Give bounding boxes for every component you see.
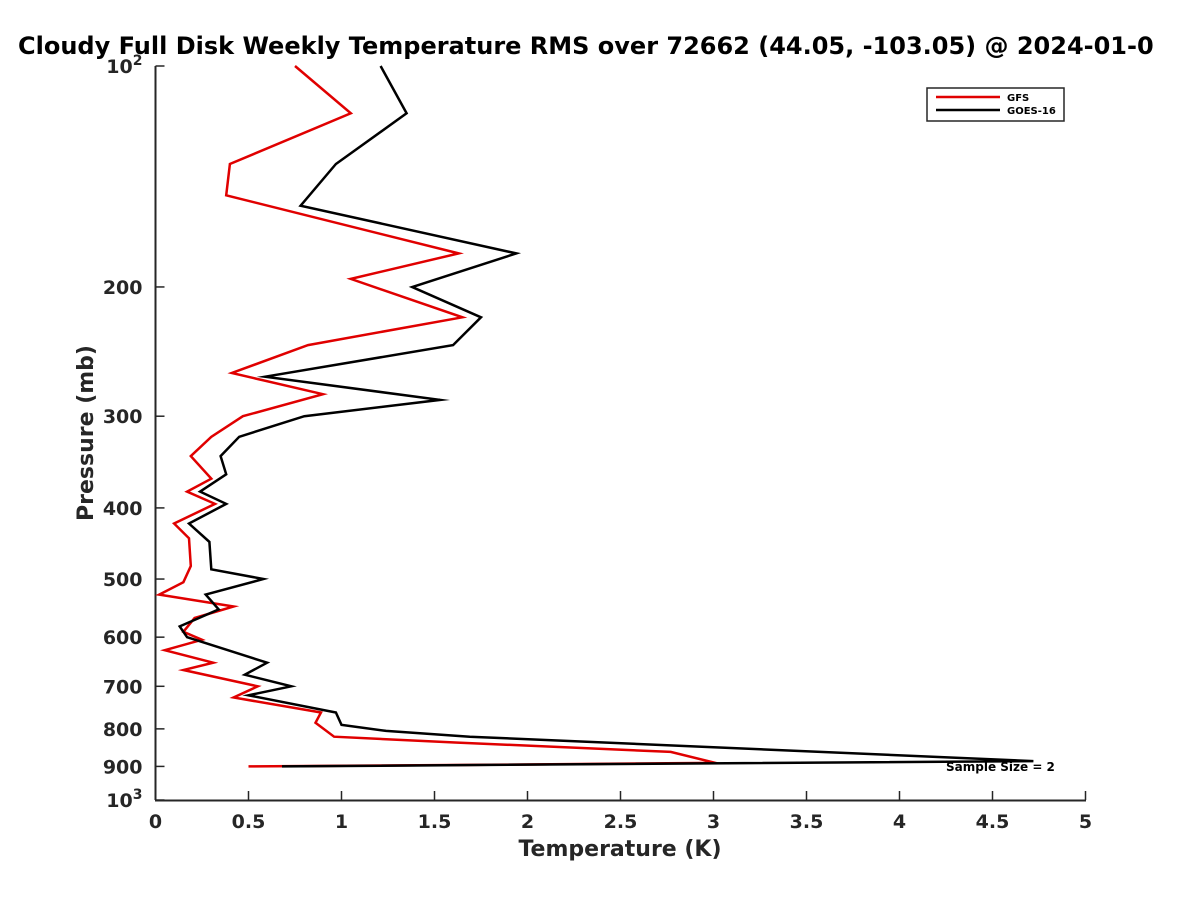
x-tick-label: 3.5 (790, 811, 824, 833)
series-line-goes16 (177, 65, 1034, 768)
chart-title: Cloudy Full Disk Weekly Temperature RMS … (18, 32, 1154, 60)
y-tick-label: 500 (103, 569, 143, 591)
legend-box (926, 87, 1065, 122)
y-tick-label: 900 (103, 756, 143, 778)
x-tick-label: 2.5 (604, 811, 638, 833)
y-tick-label: 600 (103, 627, 143, 649)
x-tick-label: 4.5 (976, 811, 1010, 833)
y-tick-label: 700 (103, 676, 143, 698)
y-axis-label: Pressure (mb) (74, 345, 99, 521)
legend-label-goes16: GOES-16 (1007, 106, 1056, 117)
series-line-gfs (155, 65, 726, 768)
x-tick-label: 5 (1079, 811, 1092, 833)
x-tick-label: 0 (149, 811, 162, 833)
x-tick-label: 4 (893, 811, 906, 833)
legend-label-gfs: GFS (1007, 93, 1029, 104)
x-axis-label: Temperature (K) (518, 837, 721, 862)
y-tick-label: 103 (106, 787, 142, 812)
x-ticks: 0 0.5 1 1.5 2 2.5 3 3.5 4 4.5 5 (149, 791, 1092, 833)
legend: GFS GOES-16 (926, 87, 1065, 122)
y-tick-label: 200 (103, 277, 143, 299)
y-tick-label: 400 (103, 498, 143, 520)
x-tick-label: 1.5 (418, 811, 452, 833)
x-tick-label: 3 (707, 811, 720, 833)
x-tick-label: 2 (521, 811, 534, 833)
y-tick-label: 300 (103, 406, 143, 428)
x-tick-label: 1 (335, 811, 348, 833)
y-ticks: 102 200 300 400 500 600 700 800 900 103 (103, 53, 165, 812)
sample-size-annotation: Sample Size = 2 (946, 760, 1055, 774)
y-tick-label: 102 (106, 53, 142, 78)
series-group (155, 65, 1034, 768)
x-tick-label: 0.5 (232, 811, 266, 833)
y-tick-label: 800 (103, 719, 143, 741)
